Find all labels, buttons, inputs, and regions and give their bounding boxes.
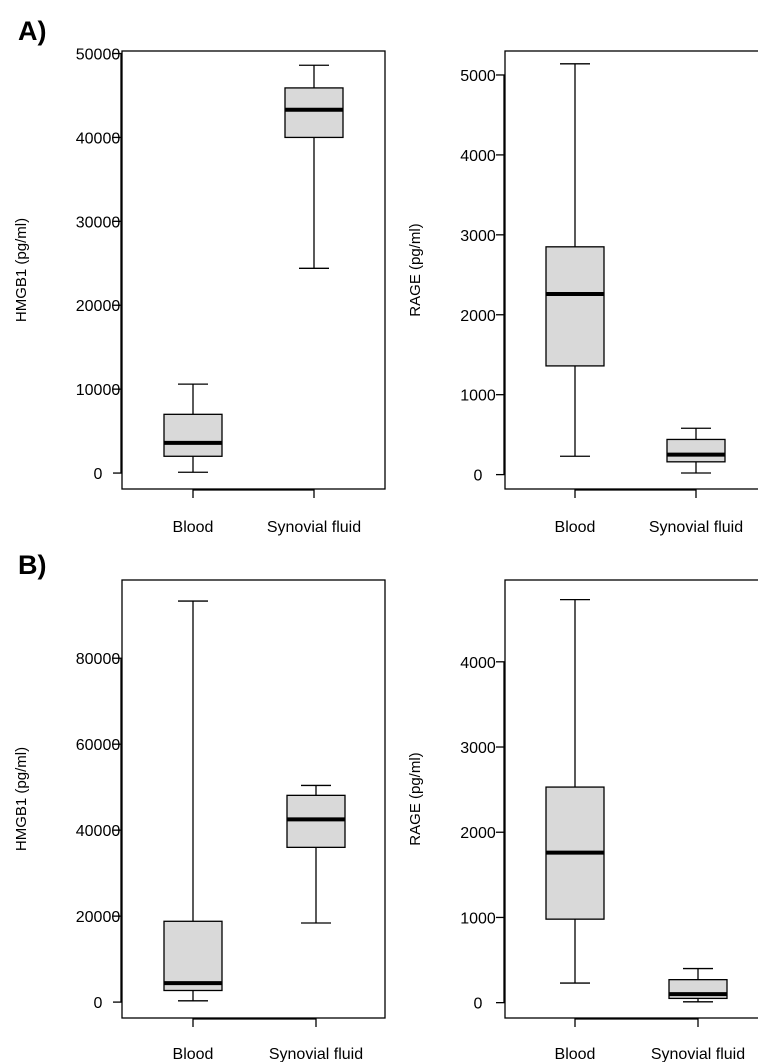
x-tick-label: Blood xyxy=(555,519,596,536)
x-tick-label: Synovial fluid xyxy=(269,1046,363,1062)
box-blood xyxy=(545,63,605,457)
plot-frame xyxy=(121,579,386,1019)
y-tick-label: 1000 xyxy=(460,388,496,405)
y-axis-title: HMGB1 (pg/ml) xyxy=(13,747,30,851)
box-synovial-fluid xyxy=(668,967,728,1003)
y-tick-label: 0 xyxy=(474,468,483,485)
box-synovial-fluid xyxy=(286,784,346,924)
box-blood xyxy=(163,383,223,473)
iqr-box xyxy=(666,438,726,463)
y-tick-label: 10000 xyxy=(76,382,121,399)
y-tick-label: 0 xyxy=(94,466,103,483)
panel-label-a: A) xyxy=(18,16,47,46)
x-tick-label: Synovial fluid xyxy=(267,519,361,536)
y-tick-label: 50000 xyxy=(76,47,121,64)
chart-1: 0 1000 2000 3000 4000 5000 RAGE (pg/ml) Blood Sy… xyxy=(407,50,758,536)
iqr-box xyxy=(163,920,223,992)
y-tick-label: 20000 xyxy=(76,298,121,315)
x-tick-label: Blood xyxy=(173,519,214,536)
y-tick-label: 20000 xyxy=(76,909,121,926)
y-tick-label: 5000 xyxy=(460,68,496,85)
x-tick-label: Blood xyxy=(173,1046,214,1062)
y-tick-label: 2000 xyxy=(460,825,496,842)
y-tick-label: 1000 xyxy=(460,910,496,927)
iqr-box xyxy=(284,87,344,139)
box-synovial-fluid xyxy=(284,64,344,269)
y-tick-label: 80000 xyxy=(76,651,121,668)
plot-frame xyxy=(504,579,758,1019)
x-tick-label: Synovial fluid xyxy=(651,1046,745,1062)
iqr-box xyxy=(163,413,223,457)
y-tick-label: 30000 xyxy=(76,214,121,231)
y-tick-label: 0 xyxy=(474,996,483,1013)
plot-frame xyxy=(121,50,386,490)
y-tick-label: 3000 xyxy=(460,228,496,245)
chart-2: 0 20000 40000 60000 80000 HMGB1 (pg/ml) Blood S… xyxy=(13,579,386,1062)
plot-frame xyxy=(504,50,758,490)
y-tick-label: 4000 xyxy=(460,655,496,672)
y-tick-label: 60000 xyxy=(76,737,121,754)
y-tick-label: 2000 xyxy=(460,308,496,325)
iqr-box xyxy=(545,246,605,367)
chart-0: 0 10000 20000 30000 40000 50000 HMGB1 (pg/ml) B… xyxy=(13,47,386,536)
y-tick-label: 40000 xyxy=(76,823,121,840)
box-blood xyxy=(163,600,223,1002)
y-tick-label: 40000 xyxy=(76,130,121,147)
y-axis-title: RAGE (pg/ml) xyxy=(407,223,424,316)
chart-3: 0 1000 2000 3000 4000 RAGE (pg/ml) Blood Synovi… xyxy=(407,579,758,1062)
y-axis-title: RAGE (pg/ml) xyxy=(407,752,424,845)
y-tick-label: 0 xyxy=(94,995,103,1012)
y-tick-label: 4000 xyxy=(460,148,496,165)
x-tick-label: Blood xyxy=(555,1046,596,1062)
y-tick-label: 3000 xyxy=(460,740,496,757)
box-blood xyxy=(545,598,605,984)
x-tick-label: Synovial fluid xyxy=(649,519,743,536)
panel-label-b: B) xyxy=(18,550,47,580)
box-synovial-fluid xyxy=(666,427,726,474)
y-axis-title: HMGB1 (pg/ml) xyxy=(13,218,30,322)
